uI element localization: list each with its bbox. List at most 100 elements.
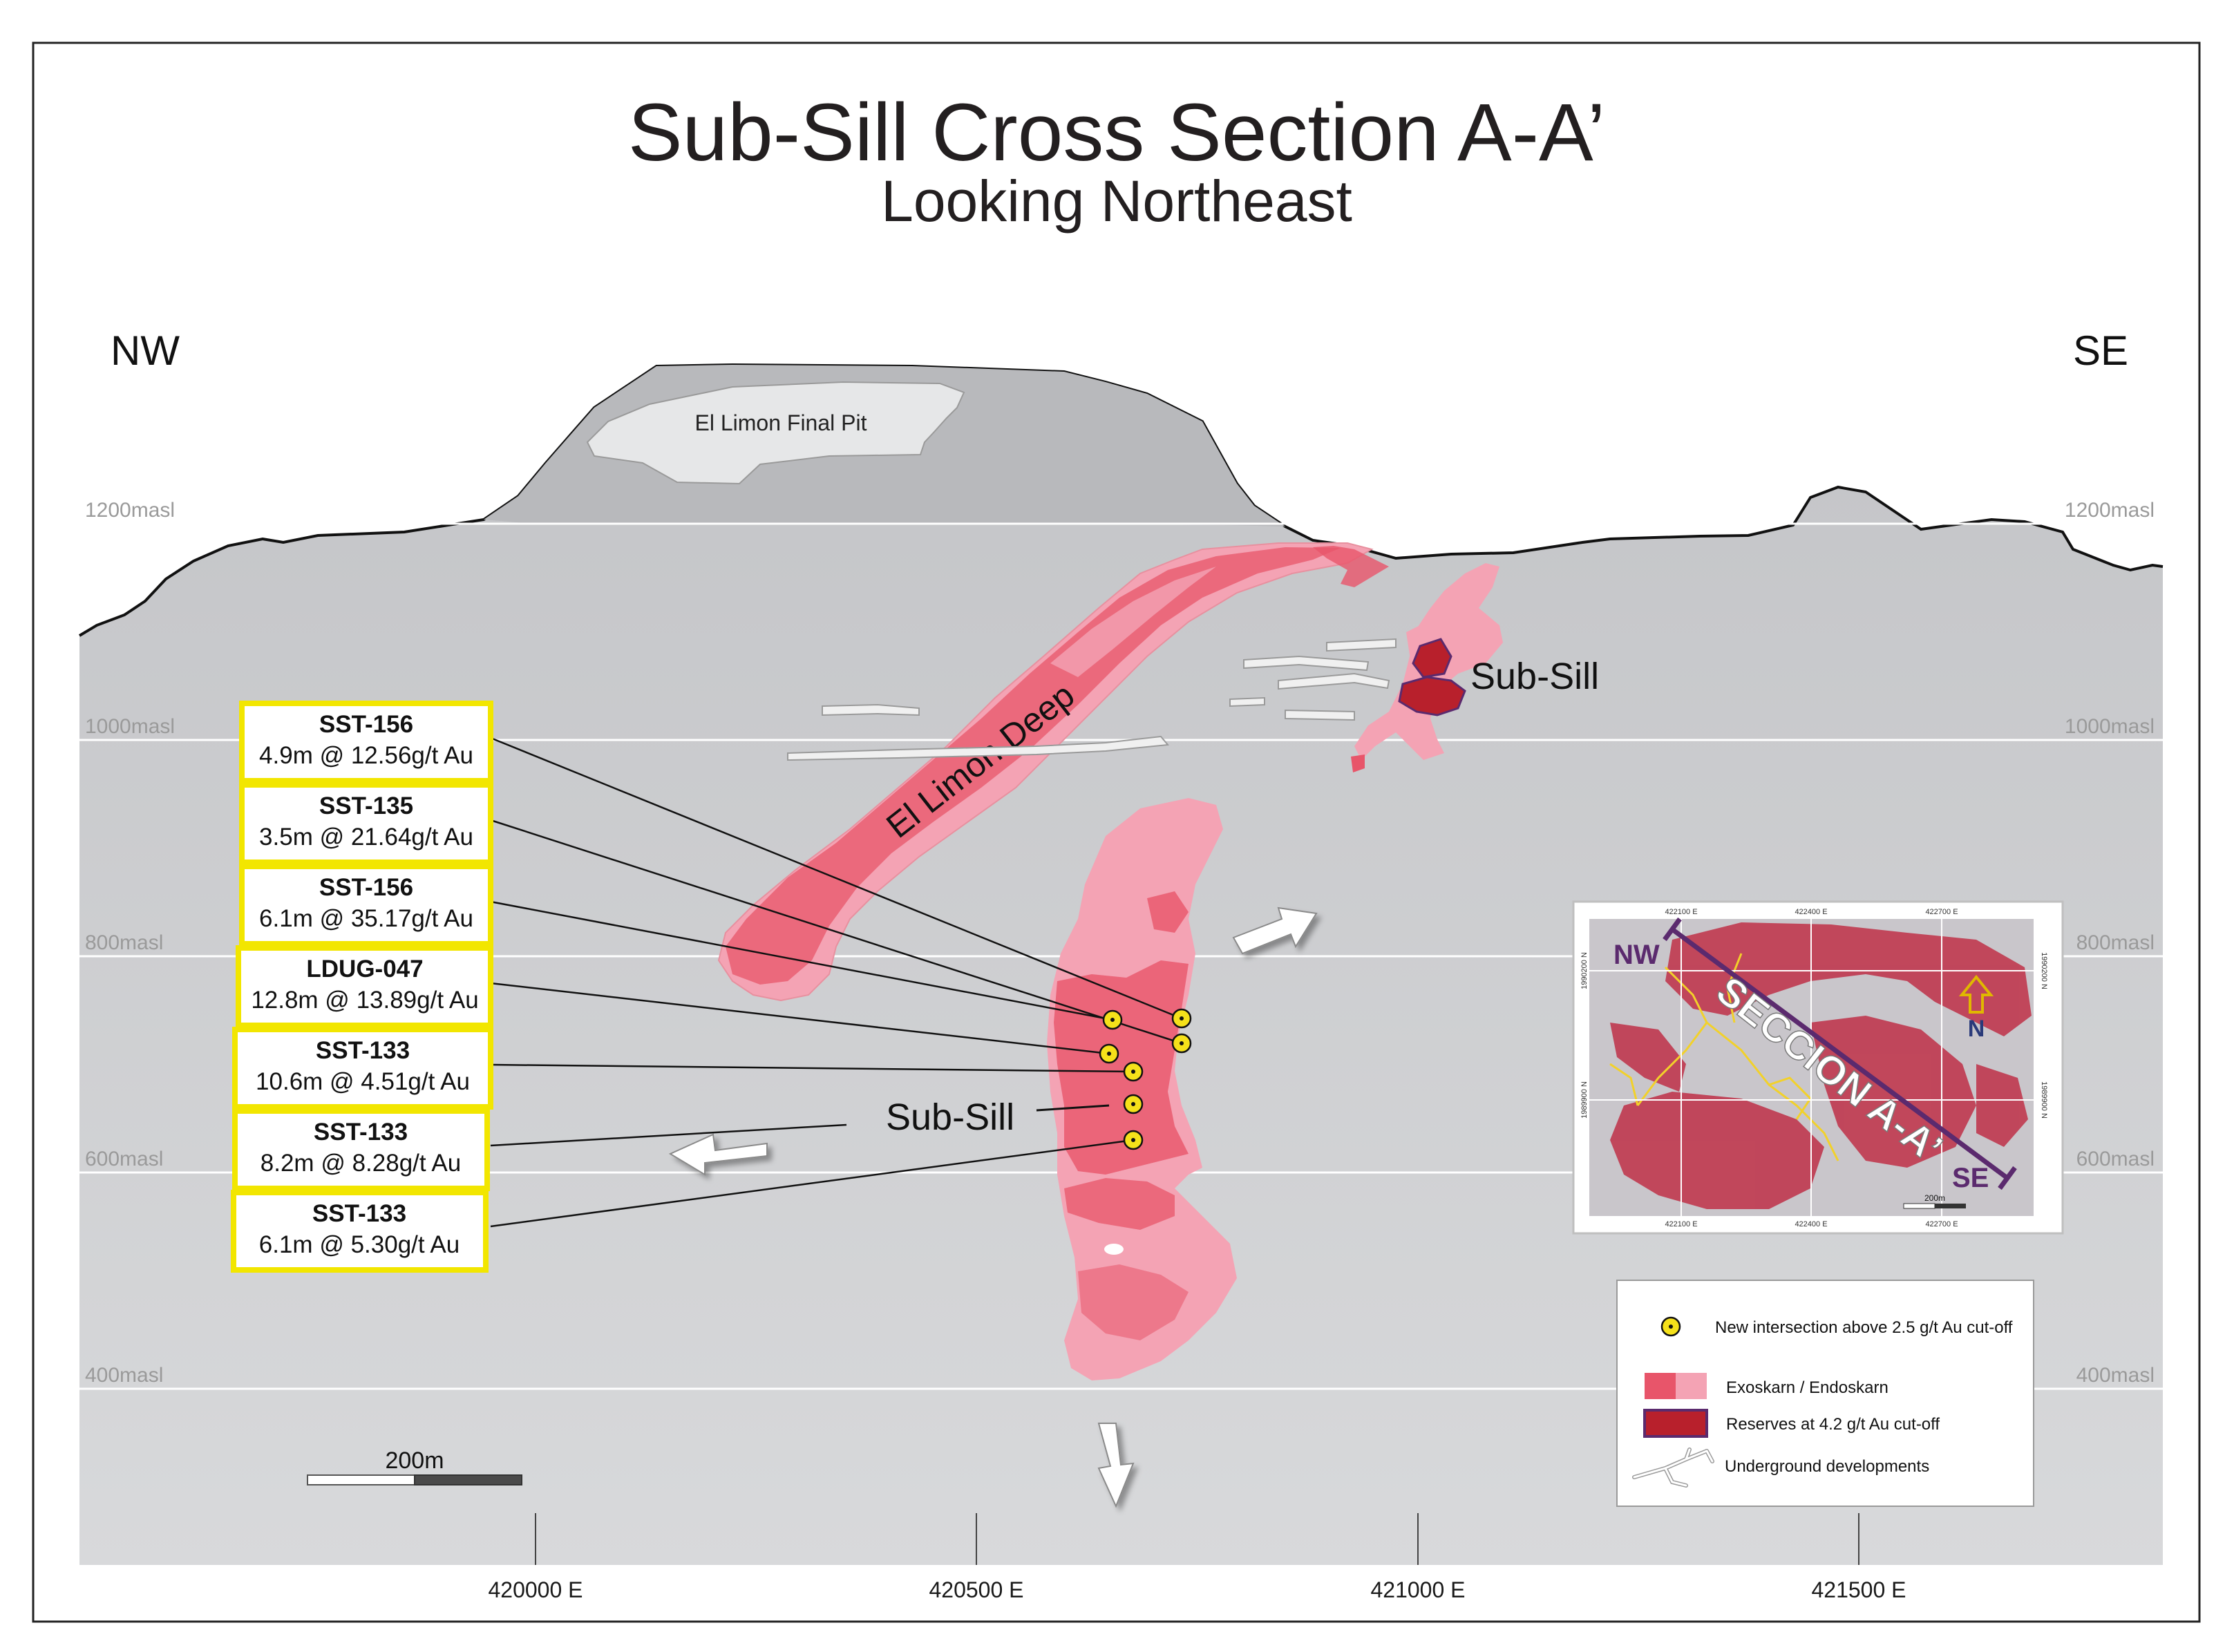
elev-label-right-1200: 1200masl <box>2065 499 2155 522</box>
intersection-points <box>1099 1008 1192 1150</box>
easting-label-421000: 421000 E <box>1370 1577 1465 1602</box>
legend-intersection-symbol-center <box>1669 1325 1673 1329</box>
inset-patch <box>1610 1092 1824 1209</box>
sub-sill-lower-void <box>1104 1244 1124 1255</box>
sub-sill-lower-exoskarn-2 <box>1064 1178 1175 1230</box>
inset-north-label: N <box>1968 1016 1985 1042</box>
inset-right-coord-2: 1989900 N <box>2040 1081 2048 1119</box>
underground-developments <box>787 638 1397 761</box>
elev-label-left-1000: 1000masl <box>85 715 175 738</box>
inset-patch <box>1610 1023 1686 1092</box>
inset-drift <box>1768 1076 1812 1120</box>
inset-developments <box>1609 953 1839 1161</box>
sub-sill-reserve-lower <box>1398 676 1466 716</box>
legend-developments-label: Underground developments <box>1725 1457 1929 1476</box>
leader-sst-156-b <box>490 900 1113 1021</box>
el-limon-final-pit <box>586 381 965 485</box>
leader-ldug-047 <box>490 982 1110 1055</box>
legend-developments-symbol-fill <box>1633 1448 1714 1487</box>
elev-label-left-600: 600masl <box>85 1148 163 1170</box>
arrow-northeast <box>1232 906 1318 955</box>
legend: New intersection above 2.5 g/t Au cut-of… <box>1616 1280 2034 1507</box>
sub-sill-lower-exoskarn-4 <box>1147 891 1189 933</box>
scale-bar-label: 200m <box>385 1447 444 1474</box>
el-limon-deep-orebody <box>717 542 1374 1002</box>
scale-bar-light <box>307 1474 415 1485</box>
se-label: SE <box>2073 327 2128 374</box>
legend-reserves-swatch <box>1643 1409 1708 1438</box>
inset-section-end-se <box>1998 1166 2017 1190</box>
inset-top-coord-1: 422100 E <box>1665 908 1697 916</box>
el-limon-deep-tip <box>1313 546 1389 587</box>
easting-label-421500: 421500 E <box>1811 1577 1906 1602</box>
callout-box-5: SST-133 10.6m @ 4.51g/t Au <box>232 1027 493 1110</box>
el-limon-deep-endoskarn-lens <box>1050 567 1216 677</box>
arrow-west <box>668 1133 768 1176</box>
callout-box-4: LDUG-047 12.8m @ 13.89g/t Au <box>236 945 493 1028</box>
legend-intersection-label: New intersection above 2.5 g/t Au cut-of… <box>1715 1318 2013 1337</box>
drift-7 <box>1285 709 1355 721</box>
sub-sill-upper-tail <box>1351 754 1365 772</box>
inset-drift <box>1636 966 1708 1106</box>
inset-nw-label: NW <box>1613 940 1660 970</box>
legend-exoskarn-swatch <box>1645 1373 1676 1399</box>
sub-sill-lower-label: Sub-Sill <box>886 1096 1014 1138</box>
callout-box-1: SST-156 4.9m @ 12.56g/t Au <box>239 701 493 784</box>
leader-sst-133-a <box>490 1063 1134 1073</box>
inset-map: 422100 E 422400 E 422700 E 422100 E 4224… <box>1572 900 2064 1235</box>
callout-box-7: SST-133 6.1m @ 5.30g/t Au <box>231 1190 489 1273</box>
drift-4 <box>1243 655 1370 672</box>
inset-bottom-coord-1: 422100 E <box>1665 1220 1697 1228</box>
inset-patch <box>1976 1064 2028 1147</box>
callout-hole-7: SST-133 <box>312 1200 406 1227</box>
inset-top-coord-2: 422400 E <box>1795 908 1827 916</box>
sub-sill-lower-exoskarn <box>1054 960 1189 1175</box>
drift-6 <box>1229 696 1265 708</box>
elev-label-left-1200: 1200masl <box>85 499 175 522</box>
callout-hole-6: SST-133 <box>314 1119 408 1146</box>
legend-endoskarn-swatch <box>1676 1373 1707 1399</box>
inset-bottom-coord-3: 422700 E <box>1925 1220 1958 1228</box>
callout-box-6: SST-133 8.2m @ 8.28g/t Au <box>232 1108 490 1191</box>
legend-skarn-label: Exoskarn / Endoskarn <box>1726 1378 1889 1397</box>
legend-reserves-label: Reserves at 4.2 g/t Au cut-off <box>1726 1415 1940 1434</box>
inset-scale-light <box>1903 1203 1935 1209</box>
drift-2 <box>787 735 1169 761</box>
leader-sst-135 <box>490 819 1182 1045</box>
sub-sill-lower-leader <box>1036 1104 1110 1112</box>
leader-sst-133-b <box>490 1123 847 1147</box>
callout-value-6: 8.2m @ 8.28g/t Au <box>261 1150 461 1177</box>
intercept-callouts: SST-156 4.9m @ 12.56g/t Au SST-135 3.5m … <box>231 701 1192 1273</box>
leader-sst-156-a <box>490 737 1182 1020</box>
elev-label-right-1000: 1000masl <box>2065 715 2155 738</box>
elev-label-right-600: 600masl <box>2076 1148 2155 1170</box>
pit-label: El Limon Final Pit <box>695 410 867 435</box>
inset-coordinates: 422100 E 422400 E 422700 E 422100 E 4224… <box>1580 908 2048 1228</box>
nw-label: NW <box>111 327 180 374</box>
inset-bottom-coord-2: 422400 E <box>1795 1220 1827 1228</box>
inset-drift <box>1609 1063 1639 1106</box>
callout-hole-2: SST-135 <box>319 792 413 819</box>
callout-hole-5: SST-133 <box>316 1037 410 1064</box>
callout-value-2: 3.5m @ 21.64g/t Au <box>259 824 473 851</box>
drift-1 <box>822 703 920 716</box>
elev-label-right-400: 400masl <box>2076 1364 2155 1387</box>
callout-hole-3: SST-156 <box>319 874 413 901</box>
callout-value-7: 6.1m @ 5.30g/t Au <box>259 1231 460 1258</box>
el-limon-deep-exoskarn <box>726 547 1341 985</box>
inset-north-arrow <box>1958 974 1994 1014</box>
callout-value-4: 12.8m @ 13.89g/t Au <box>251 987 478 1014</box>
sky-area <box>79 124 2163 636</box>
inset-left-coord-1: 1990200 N <box>1580 952 1589 989</box>
callout-box-3: SST-156 6.1m @ 35.17g/t Au <box>239 864 493 947</box>
inset-left-coord-2: 1989900 N <box>1580 1081 1589 1119</box>
drift-5 <box>1278 672 1390 690</box>
drift-3 <box>1326 638 1397 652</box>
inset-scale-dark <box>1935 1204 1966 1208</box>
scale-bar-dark <box>414 1474 522 1485</box>
callout-value-1: 4.9m @ 12.56g/t Au <box>259 742 473 769</box>
callout-value-3: 6.1m @ 35.17g/t Au <box>259 905 473 932</box>
elev-label-left-800: 800masl <box>85 931 163 954</box>
